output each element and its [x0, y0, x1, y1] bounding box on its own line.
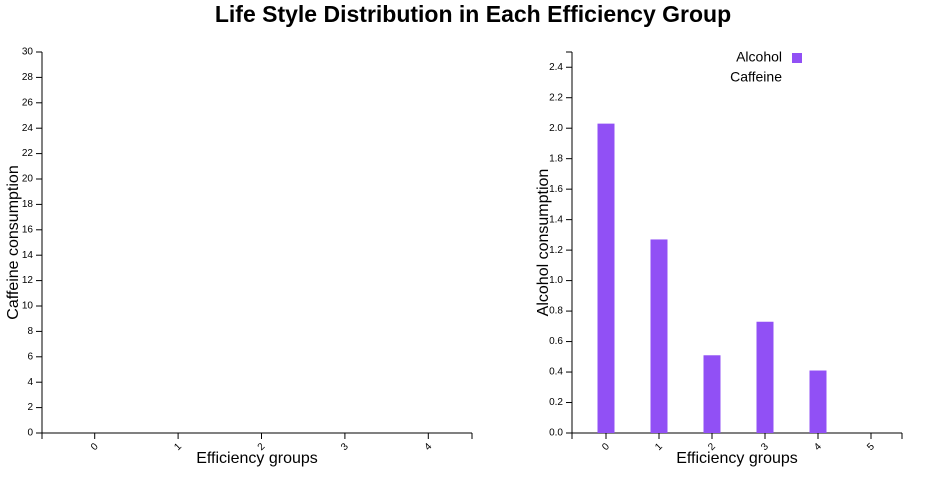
legend-swatch [792, 53, 802, 63]
y-tick-label: 0.2 [549, 397, 563, 408]
x-tick-label: 4 [423, 441, 435, 453]
bar [650, 239, 668, 433]
legend-label: Alcohol [736, 49, 782, 65]
y-tick-label: 26 [22, 97, 34, 108]
bar [809, 370, 827, 433]
y-tick-label: 4 [27, 377, 33, 388]
y-tick-label: 1.8 [549, 153, 563, 164]
y-tick-label: 28 [22, 72, 34, 83]
bar [756, 321, 774, 433]
y-tick-label: 2.0 [549, 123, 563, 134]
y-tick-label: 10 [22, 301, 34, 312]
y-tick-label: 30 [22, 47, 34, 58]
x-axis-label: Efficiency groups [676, 450, 798, 467]
x-tick-label: 3 [339, 441, 351, 453]
legend-label: Caffeine [730, 69, 782, 85]
y-axis-label: Alcohol consumption [535, 169, 552, 317]
y-tick-label: 2.4 [549, 62, 563, 73]
y-axis-label: Caffeine consumption [5, 165, 22, 319]
y-tick-label: 8 [27, 326, 33, 337]
x-tick-label: 4 [812, 441, 824, 453]
y-tick-label: 0.0 [549, 428, 563, 439]
y-tick-label: 1.4 [549, 214, 563, 225]
x-axis-label: Efficiency groups [196, 450, 318, 467]
y-tick-label: 0 [27, 428, 33, 439]
x-tick-label: 1 [172, 441, 184, 453]
x-tick-label: 0 [89, 441, 101, 453]
y-tick-label: 1.6 [549, 184, 563, 195]
y-tick-label: 2 [27, 402, 33, 413]
x-tick-label: 0 [600, 441, 612, 453]
x-tick-label: 1 [653, 441, 665, 453]
y-tick-label: 22 [22, 148, 34, 159]
y-tick-label: 2.2 [549, 92, 563, 103]
y-tick-label: 0.6 [549, 336, 563, 347]
bar [703, 355, 721, 433]
y-tick-label: 0.4 [549, 367, 563, 378]
y-tick-label: 12 [22, 275, 34, 286]
y-tick-label: 1.0 [549, 275, 563, 286]
y-tick-label: 1.2 [549, 245, 563, 256]
bar [597, 123, 615, 434]
chart-title: Life Style Distribution in Each Efficien… [215, 1, 731, 27]
y-tick-label: 24 [22, 123, 34, 134]
y-tick-label: 20 [22, 174, 34, 185]
y-tick-label: 6 [27, 351, 33, 362]
y-tick-label: 14 [22, 250, 34, 261]
y-tick-label: 0.8 [549, 306, 563, 317]
x-tick-label: 5 [865, 441, 877, 453]
y-tick-label: 16 [22, 224, 34, 235]
y-tick-label: 18 [22, 199, 34, 210]
